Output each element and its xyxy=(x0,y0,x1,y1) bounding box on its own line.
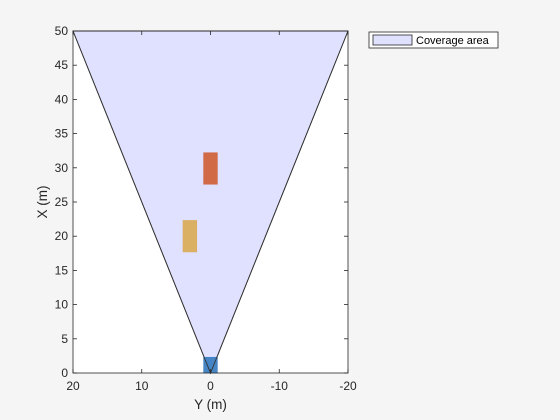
y-tick-label: 15 xyxy=(55,263,69,277)
y-tick-label: 10 xyxy=(55,298,69,312)
x-tick-label: 20 xyxy=(66,379,80,393)
y-tick-label: 25 xyxy=(55,195,69,209)
x-tick-label: -20 xyxy=(339,379,357,393)
y-tick-label: 20 xyxy=(55,229,69,243)
axis-ticks: 20 10 0 -10 -20 0 5 10 15 20 25 30 35 40 45 50 xyxy=(55,24,357,393)
x-axis-label: Y (m) xyxy=(194,397,227,412)
legend-swatch-coverage-area xyxy=(372,34,413,46)
y-tick-label: 40 xyxy=(55,92,69,106)
legend-label-coverage-area: Coverage area xyxy=(416,35,490,47)
y-tick-label: 30 xyxy=(55,161,69,175)
y-tick-label: 5 xyxy=(61,332,68,346)
x-tick-label: 0 xyxy=(207,379,214,393)
y-tick-label: 35 xyxy=(55,127,69,141)
y-axis-label: X (m) xyxy=(35,186,50,219)
x-tick-label: 10 xyxy=(135,379,149,393)
y-tick-label: 50 xyxy=(55,24,69,38)
y-tick-label: 0 xyxy=(61,366,68,380)
yellow-vehicle xyxy=(182,220,198,253)
y-tick-label: 45 xyxy=(55,58,69,72)
red-vehicle xyxy=(203,152,218,185)
x-tick-label: -10 xyxy=(271,379,289,393)
legend: Coverage area xyxy=(368,31,499,49)
